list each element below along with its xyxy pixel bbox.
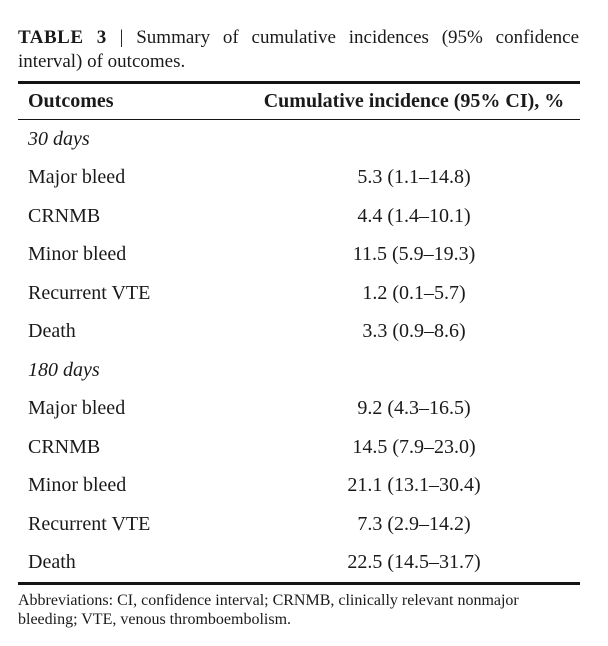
outcome-cell: Recurrent VTE — [28, 512, 151, 535]
section-row-180-days: 180 days — [18, 351, 580, 390]
table-row: Death 3.3 (0.9–8.6) — [18, 313, 580, 352]
outcome-cell: CRNMB — [28, 435, 101, 458]
outcome-cell: Minor bleed — [28, 243, 127, 266]
outcome-cell: Minor bleed — [28, 474, 127, 497]
value-cell: 14.5 (7.9–23.0) — [352, 435, 476, 458]
value-cell: 9.2 (4.3–16.5) — [357, 397, 471, 420]
table-caption: TABLE 3 | Summary of cumulative incidenc… — [18, 26, 579, 74]
table-caption-line2: interval) of outcomes. — [18, 51, 186, 72]
column-header-outcomes: Outcomes — [28, 89, 114, 112]
value-cell: 1.2 (0.1–5.7) — [362, 281, 466, 304]
table-row: Recurrent VTE 7.3 (2.9–14.2) — [18, 505, 580, 544]
value-cell: 3.3 (0.9–8.6) — [362, 320, 466, 343]
table-footnote: Abbreviations: CI, confidence interval; … — [18, 591, 519, 629]
table-bottom-rule — [18, 582, 580, 585]
value-cell: 4.4 (1.4–10.1) — [357, 204, 471, 227]
header-divider-rule — [18, 119, 580, 121]
table-row: CRNMB 14.5 (7.9–23.0) — [18, 428, 580, 467]
outcome-cell: Major bleed — [28, 397, 126, 420]
table-caption-separator: | — [119, 27, 124, 48]
table-row: Minor bleed 21.1 (13.1–30.4) — [18, 467, 580, 506]
table-row: Major bleed 5.3 (1.1–14.8) — [18, 159, 580, 198]
column-header-incidence: Cumulative incidence (95% CI), % — [263, 89, 565, 112]
section-label: 30 days — [28, 127, 90, 150]
outcome-cell: Recurrent VTE — [28, 281, 151, 304]
table-header-row: Outcomes Cumulative incidence (95% CI), … — [18, 84, 580, 120]
table-top-rule — [18, 81, 580, 84]
value-cell: 21.1 (13.1–30.4) — [347, 474, 481, 497]
value-cell: 22.5 (14.5–31.7) — [347, 551, 481, 574]
table-row: Death 22.5 (14.5–31.7) — [18, 544, 580, 583]
value-cell: 7.3 (2.9–14.2) — [357, 512, 471, 535]
outcome-cell: Death — [28, 551, 76, 574]
section-label: 180 days — [28, 358, 100, 381]
table-caption-text: Summary of cumulative incidences (95% co… — [136, 27, 579, 48]
table-row: Major bleed 9.2 (4.3–16.5) — [18, 390, 580, 429]
table-row: Recurrent VTE 1.2 (0.1–5.7) — [18, 274, 580, 313]
table-row: CRNMB 4.4 (1.4–10.1) — [18, 197, 580, 236]
section-row-30-days: 30 days — [18, 120, 580, 159]
table-caption-label: TABLE 3 — [18, 27, 107, 48]
outcome-cell: Death — [28, 320, 76, 343]
outcome-cell: Major bleed — [28, 166, 126, 189]
table-row: Minor bleed 11.5 (5.9–19.3) — [18, 236, 580, 275]
value-cell: 11.5 (5.9–19.3) — [352, 243, 476, 266]
table-caption-line1: TABLE 3 | Summary of cumulative incidenc… — [18, 26, 579, 50]
outcome-cell: CRNMB — [28, 204, 101, 227]
value-cell: 5.3 (1.1–14.8) — [357, 166, 471, 189]
